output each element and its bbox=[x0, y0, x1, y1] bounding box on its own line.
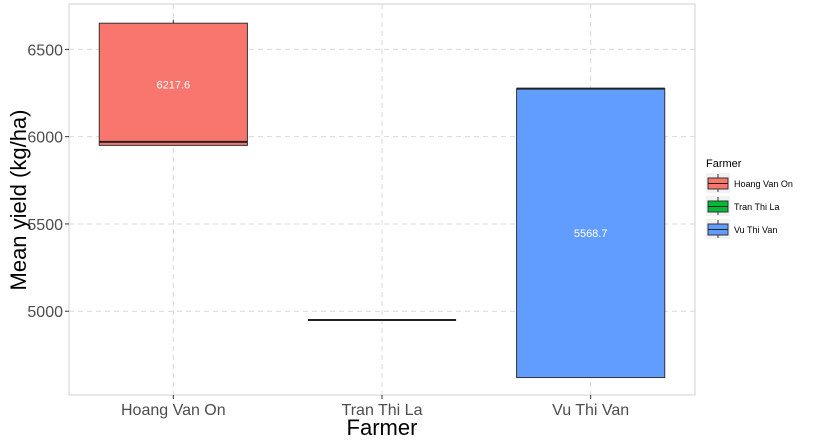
box-mean-label: 5568.7 bbox=[574, 228, 608, 240]
y-axis-ticks: 5000 5500 6000 6500 bbox=[27, 42, 69, 321]
legend-title: Farmer bbox=[706, 158, 742, 170]
legend-label: Tran Thi La bbox=[734, 202, 780, 212]
x-tick-label: Vu Thi Van bbox=[552, 402, 629, 419]
legend: Farmer Hoang Van On Tran Thi La Vu Thi Van bbox=[706, 158, 793, 239]
y-tick-label: 5500 bbox=[27, 217, 63, 234]
box-body bbox=[98, 22, 248, 146]
x-axis-ticks: Hoang Van On Tran Thi La Vu Thi Van bbox=[121, 395, 629, 419]
y-tick-label: 6500 bbox=[27, 42, 63, 59]
boxes: 6217.6 5568.7 bbox=[98, 19, 666, 379]
y-axis-title: Mean yield (kg/ha) bbox=[6, 110, 31, 291]
legend-label: Hoang Van On bbox=[734, 179, 793, 189]
box-mean-label: 6217.6 bbox=[157, 79, 191, 91]
legend-item: Vu Thi Van bbox=[706, 219, 777, 239]
box-2: 5568.7 bbox=[516, 87, 666, 379]
x-axis-title: Farmer bbox=[347, 415, 418, 440]
box-0: 6217.6 bbox=[98, 19, 248, 146]
x-tick-label: Hoang Van On bbox=[121, 402, 226, 419]
y-tick-label: 5000 bbox=[27, 304, 63, 321]
legend-item: Tran Thi La bbox=[706, 196, 780, 216]
legend-label: Vu Thi Van bbox=[734, 225, 777, 235]
y-tick-label: 6000 bbox=[27, 130, 63, 147]
box-body bbox=[516, 88, 666, 379]
legend-item: Hoang Van On bbox=[706, 173, 793, 193]
x-tick-label: Tran Thi La bbox=[342, 402, 423, 419]
